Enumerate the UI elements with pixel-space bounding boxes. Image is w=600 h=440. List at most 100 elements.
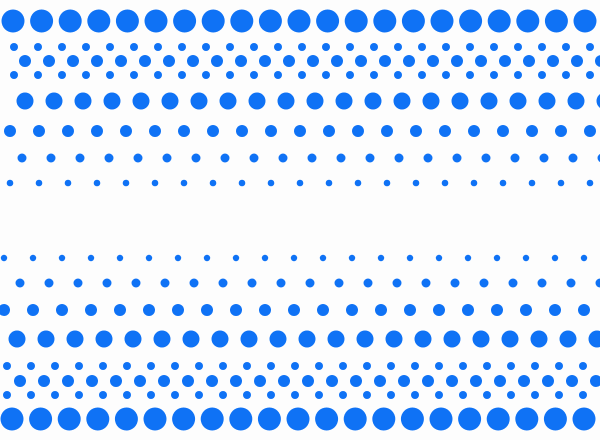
dot <box>290 254 298 262</box>
dot <box>30 9 54 33</box>
dot <box>515 407 539 431</box>
dot <box>497 125 509 137</box>
dot <box>33 125 45 137</box>
dot <box>115 9 139 33</box>
dot <box>0 304 10 316</box>
dot <box>595 55 600 67</box>
dot <box>528 179 536 187</box>
dot <box>433 304 445 316</box>
dot <box>93 179 101 187</box>
dot <box>458 407 482 431</box>
dot <box>56 304 68 316</box>
dot <box>464 254 472 262</box>
dot <box>542 375 554 387</box>
dot <box>326 375 338 387</box>
dot <box>226 43 234 51</box>
dot <box>172 407 196 431</box>
dot <box>451 92 469 110</box>
dot <box>435 254 443 262</box>
dot <box>526 125 538 137</box>
dot <box>394 43 402 51</box>
dot <box>377 254 385 262</box>
dot <box>75 391 83 399</box>
dot <box>490 43 498 51</box>
dot <box>373 9 397 33</box>
dot <box>365 153 375 163</box>
dot <box>363 391 371 399</box>
dot <box>579 362 587 370</box>
dot <box>249 153 259 163</box>
dot <box>459 9 483 33</box>
dot <box>346 304 358 316</box>
dot <box>580 254 588 262</box>
dot <box>423 153 433 163</box>
dot <box>375 304 387 316</box>
dot <box>544 9 568 33</box>
dot <box>74 92 92 110</box>
dot <box>383 179 391 187</box>
dot <box>230 9 254 33</box>
dot <box>178 71 186 79</box>
dot <box>120 125 132 137</box>
dot <box>0 407 24 431</box>
dot <box>257 407 281 431</box>
dot-row <box>4 125 596 137</box>
dot <box>278 375 290 387</box>
dot <box>370 43 378 51</box>
dot <box>475 55 487 67</box>
dot <box>173 9 197 33</box>
dot <box>421 278 431 288</box>
dot <box>27 391 35 399</box>
dot-row <box>14 375 600 387</box>
dot <box>232 254 240 262</box>
dot <box>106 71 114 79</box>
dot <box>85 304 97 316</box>
dot <box>555 125 567 137</box>
dot <box>124 330 142 348</box>
dot <box>17 153 27 163</box>
dot <box>586 179 594 187</box>
dot <box>538 71 546 79</box>
dot <box>87 254 95 262</box>
dot <box>154 71 162 79</box>
dot <box>435 391 443 399</box>
dot <box>46 153 56 163</box>
dot <box>586 43 594 51</box>
dot <box>51 362 59 370</box>
dot <box>15 278 25 288</box>
dot <box>45 92 63 110</box>
dot <box>87 9 111 33</box>
dot <box>442 43 450 51</box>
dot <box>277 92 295 110</box>
dot <box>539 153 549 163</box>
dot <box>8 330 26 348</box>
dot <box>305 278 315 288</box>
dot <box>274 71 282 79</box>
dot <box>590 375 600 387</box>
dot <box>331 55 343 67</box>
dot <box>102 278 112 288</box>
dot <box>595 278 600 288</box>
dot <box>352 125 364 137</box>
dot <box>172 304 184 316</box>
dot <box>466 71 474 79</box>
dot <box>104 153 114 163</box>
dot <box>269 330 287 348</box>
dot <box>501 330 519 348</box>
dot <box>557 179 565 187</box>
dot <box>363 278 373 288</box>
dot <box>372 407 396 431</box>
dot <box>82 43 90 51</box>
dot <box>462 304 474 316</box>
dot <box>387 391 395 399</box>
dot <box>219 362 227 370</box>
dot <box>411 391 419 399</box>
dot <box>316 9 340 33</box>
dot <box>393 92 411 110</box>
dot <box>67 55 79 67</box>
dot <box>267 391 275 399</box>
dot <box>335 92 353 110</box>
dot <box>491 304 503 316</box>
dot <box>403 55 415 67</box>
dot <box>404 304 416 316</box>
